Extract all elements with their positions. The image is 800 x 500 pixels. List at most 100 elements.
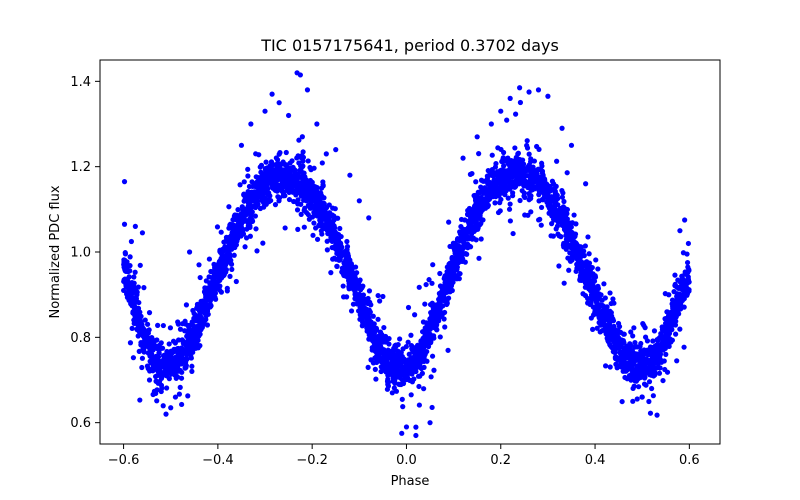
data-point [218,289,224,295]
data-point [168,405,174,411]
data-point [357,287,364,293]
y-axis-label: Normalized PDC flux [48,185,63,318]
data-point [298,155,305,161]
data-point [294,178,300,184]
data-point [344,264,350,270]
data-point [127,268,133,274]
data-point [646,379,653,385]
data-point [662,366,668,373]
data-point [295,226,301,232]
data-point [635,374,641,380]
data-point [178,359,185,365]
data-point [240,216,247,222]
data-point [666,292,672,298]
data-point [495,145,501,151]
data-point [669,301,675,307]
data-point [423,281,429,288]
data-point [567,235,573,241]
data-point [344,294,350,300]
data-point [444,298,450,304]
data-point [377,329,384,335]
data-point [418,352,424,358]
data-point [638,369,644,375]
data-point [208,293,214,299]
data-point [252,213,259,219]
data-point [437,283,444,289]
data-point [168,366,174,373]
data-point [673,312,679,318]
data-point [430,262,436,268]
data-point [145,365,151,372]
data-point [636,365,643,371]
data-point [413,357,419,363]
data-point [554,223,561,229]
data-point [366,310,372,317]
data-point [296,189,302,196]
data-point [501,163,507,169]
data-point [164,373,170,379]
data-point [311,165,317,171]
data-point [686,266,692,272]
data-point [139,322,145,328]
data-point [176,368,182,374]
data-point [184,333,190,339]
data-point [452,250,458,256]
data-point [125,282,131,288]
data-point [646,398,652,405]
data-point [669,297,676,303]
data-point [663,351,669,357]
data-point [262,108,268,114]
data-point [478,236,484,242]
data-point [214,279,220,285]
data-point [382,363,388,369]
data-point [658,330,664,337]
data-point [479,196,485,202]
data-point [562,209,568,216]
data-point [583,181,589,187]
data-point [673,331,679,337]
data-point [499,179,505,186]
data-point [684,259,691,266]
data-point [121,287,127,294]
data-point [595,266,601,272]
data-point [448,274,454,280]
data-point [543,190,549,196]
data-point [131,274,137,280]
data-point [201,317,207,324]
data-point [150,391,156,398]
data-point [595,291,601,297]
data-point [429,280,435,286]
data-point [539,168,546,174]
data-point [289,187,296,193]
data-point [151,340,157,346]
data-point [318,190,324,196]
data-point [392,380,398,386]
data-point [398,370,404,376]
data-point [668,311,674,317]
data-point [122,259,128,265]
data-point [632,340,638,346]
y-tick-label: 1.4 [70,75,91,90]
data-point [628,358,634,365]
data-point [280,169,286,176]
data-point [415,373,422,379]
data-point [590,271,596,277]
data-point [294,182,300,188]
data-point [486,186,492,192]
data-point [686,287,692,293]
data-point [173,375,179,381]
data-point [446,219,452,225]
data-point [246,183,253,190]
data-point [253,226,259,232]
data-point [422,329,428,336]
data-point [127,254,133,260]
data-point [146,335,153,341]
data-point [586,251,592,257]
data-point [679,283,685,289]
data-point [305,211,311,218]
data-point [439,312,445,318]
data-point [445,347,451,353]
data-point [306,186,313,192]
data-point [675,298,681,304]
data-point [429,353,436,359]
